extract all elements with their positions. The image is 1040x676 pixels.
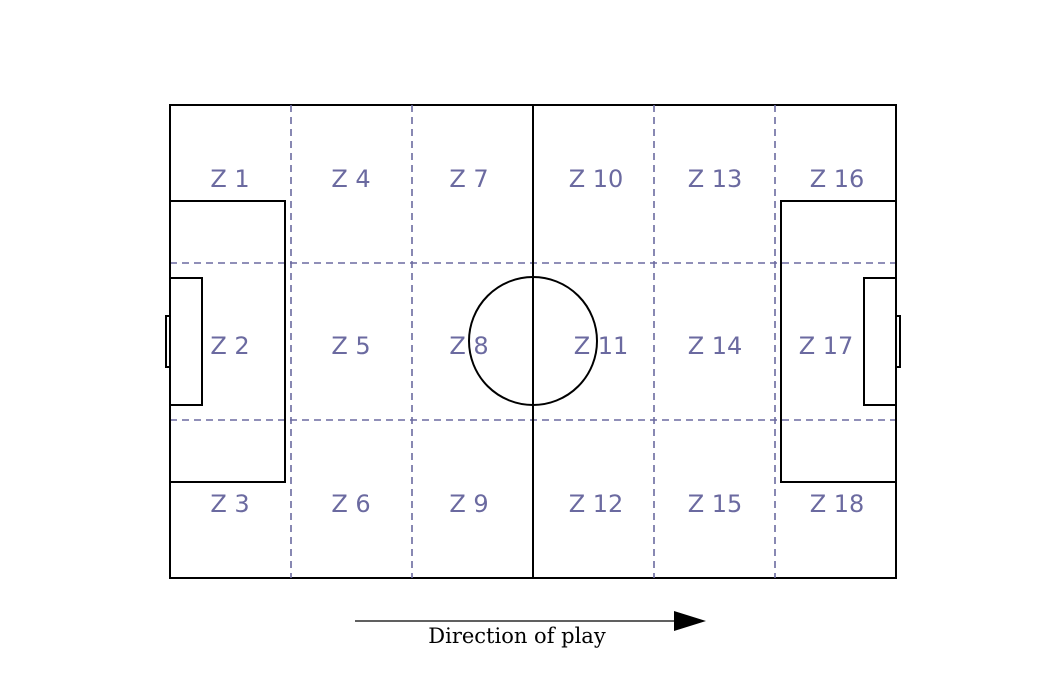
zone-label: Z 12 bbox=[569, 490, 624, 518]
zone-label: Z 4 bbox=[331, 165, 370, 193]
zone-label: Z 16 bbox=[810, 165, 865, 193]
zone-label: Z 13 bbox=[688, 165, 743, 193]
direction-arrow-head-icon bbox=[674, 611, 706, 631]
zone-label: Z 11 bbox=[574, 332, 629, 360]
zone-labels: Z 1 Z 2 Z 3 Z 4 Z 5 Z 6 Z 7 Z 8 Z 9 Z 10… bbox=[210, 165, 864, 518]
zone-label: Z 9 bbox=[449, 490, 488, 518]
zone-label: Z 7 bbox=[449, 165, 488, 193]
zone-label: Z 15 bbox=[688, 490, 743, 518]
right-goal bbox=[895, 315, 901, 368]
zone-label: Z 6 bbox=[331, 490, 370, 518]
zone-label: Z 17 bbox=[799, 332, 854, 360]
left-goal-area bbox=[169, 277, 203, 406]
right-goal-area bbox=[863, 277, 897, 406]
zone-label: Z 18 bbox=[810, 490, 865, 518]
zone-label: Z 5 bbox=[331, 332, 370, 360]
zone-label: Z 8 bbox=[449, 332, 488, 360]
left-goal bbox=[165, 315, 171, 368]
zone-label: Z 3 bbox=[210, 490, 249, 518]
zone-label: Z 1 bbox=[210, 165, 249, 193]
zone-label: Z 14 bbox=[688, 332, 743, 360]
zone-label: Z 2 bbox=[210, 332, 249, 360]
direction-label: Direction of play bbox=[428, 624, 606, 648]
zone-label: Z 10 bbox=[569, 165, 624, 193]
centre-circle bbox=[468, 276, 598, 406]
